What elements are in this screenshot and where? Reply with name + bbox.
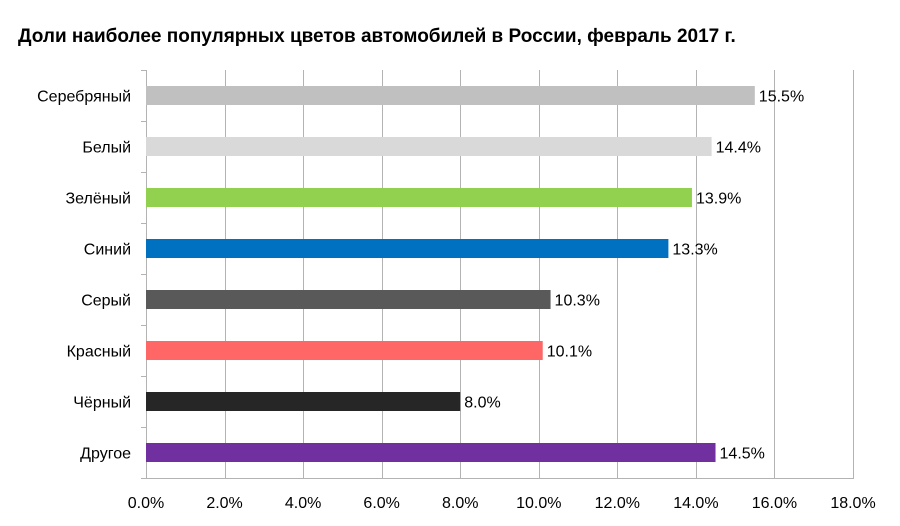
category-label: Чёрный — [73, 395, 131, 412]
value-labels: 15.5% 14.4% 13.9% 13.3% 10.3% 10.1% 8.0% 14.5% — [464, 89, 804, 463]
x-tick-label: 12.0% — [595, 495, 640, 512]
bar — [146, 188, 692, 207]
category-label: Красный — [67, 344, 131, 361]
data-label: 8.0% — [464, 395, 500, 412]
data-label: 13.3% — [672, 242, 717, 259]
bar — [146, 137, 712, 156]
x-tick-label: 6.0% — [363, 495, 399, 512]
data-label: 15.5% — [759, 89, 804, 106]
data-label: 10.1% — [547, 344, 592, 361]
x-tick-labels: 0.0% 2.0% 4.0% 6.0% 8.0% 10.0% 12.0% 14.0% 16.0%… — [128, 495, 876, 512]
category-label: Серебряный — [37, 89, 131, 106]
bar — [146, 290, 551, 309]
category-label: Серый — [81, 293, 131, 310]
x-tick-label: 2.0% — [206, 495, 242, 512]
data-label: 13.9% — [696, 191, 741, 208]
data-label: 14.4% — [716, 140, 761, 157]
x-tick-label: 18.0% — [830, 495, 875, 512]
bar — [146, 341, 543, 360]
category-label: Другое — [80, 446, 131, 463]
category-labels: Серебряный Белый Зелёный Синий Серый Красный Ч… — [37, 89, 131, 463]
category-label: Синий — [84, 242, 131, 259]
bars — [146, 86, 755, 462]
data-label: 14.5% — [720, 446, 765, 463]
x-tick-label: 4.0% — [285, 495, 321, 512]
bar — [146, 86, 755, 105]
x-tick-label: 0.0% — [128, 495, 164, 512]
bar — [146, 239, 669, 258]
category-label: Зелёный — [65, 191, 131, 208]
chart-title: Доли наиболее популярных цветов автомоби… — [18, 26, 736, 47]
x-tick-label: 8.0% — [442, 495, 478, 512]
gridlines — [141, 70, 854, 479]
x-tick-label: 16.0% — [752, 495, 797, 512]
x-tick-label: 10.0% — [516, 495, 561, 512]
x-tick-label: 14.0% — [673, 495, 718, 512]
bar — [146, 392, 461, 411]
category-label: Белый — [82, 140, 131, 157]
bar — [146, 443, 716, 462]
data-label: 10.3% — [555, 293, 600, 310]
